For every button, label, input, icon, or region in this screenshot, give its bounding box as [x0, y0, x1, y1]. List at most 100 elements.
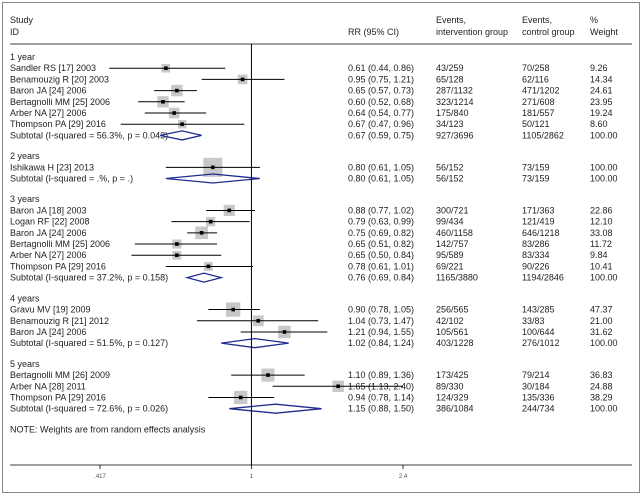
- study-label: Benamouzig R [21] 2012: [10, 316, 109, 326]
- study-label: Baron JA [24] 2006: [10, 228, 87, 238]
- x-tick-label: .417: [94, 474, 106, 480]
- events-control: 50/121: [522, 119, 550, 129]
- events-intervention: 43/259: [436, 63, 464, 73]
- study-label: Arber NA [27] 2006: [10, 108, 87, 118]
- point-estimate: [208, 219, 213, 224]
- weights-note: NOTE: Weights are from random effects an…: [10, 424, 206, 434]
- events-intervention: 69/221: [436, 261, 464, 271]
- rr-ci-text: 0.65 (0.57, 0.73): [348, 86, 414, 96]
- rr-ci-text: 0.65 (0.50, 0.84): [348, 250, 414, 260]
- weight-value: 9.26: [590, 63, 608, 73]
- events-intervention: 1165/3880: [436, 273, 478, 283]
- events-intervention: 460/1158: [436, 228, 473, 238]
- weight-value: 21.00: [590, 316, 613, 326]
- events-control: 143/285: [522, 305, 555, 315]
- study-label: Thompson PA [29] 2016: [10, 392, 106, 402]
- events-control: 90/226: [522, 261, 550, 271]
- subtotal-diamond: [184, 272, 224, 283]
- point-estimate: [175, 253, 179, 258]
- point-estimate: [161, 100, 165, 104]
- study-label: Benamouzig R [20] 2003: [10, 74, 109, 84]
- study-label: Logan RF [22] 2008: [10, 217, 90, 227]
- point-estimate: [164, 66, 168, 70]
- rr-ci-text: 0.80 (0.61, 1.05): [348, 162, 414, 172]
- weight-value: 19.24: [590, 108, 613, 118]
- point-estimate: [206, 264, 211, 269]
- events-control: 100/644: [522, 327, 555, 337]
- weight-value: 100.00: [590, 338, 618, 348]
- header-events-intervention-2: intervention group: [436, 27, 508, 37]
- study-label: Arber NA [28] 2011: [10, 381, 86, 391]
- study-label: Thompson PA [29] 2016: [10, 261, 106, 271]
- rr-ci-text: 0.75 (0.69, 0.82): [348, 228, 414, 238]
- subtotal-label: Subtotal (I-squared = 37.2%, p = 0.158): [10, 273, 168, 283]
- weight-value: 100.00: [590, 404, 618, 414]
- point-estimate: [240, 77, 245, 82]
- point-estimate: [231, 307, 235, 312]
- study-label: Bertagnolli MM [26] 2009: [10, 370, 110, 380]
- rr-ci-text: 1.21 (0.94, 1.55): [348, 327, 414, 337]
- header-events-control-1: Events,: [522, 15, 552, 25]
- study-label: Baron JA [24] 2006: [10, 327, 87, 337]
- rr-ci-text: 1.15 (0.88, 1.50): [348, 404, 414, 414]
- rr-ci-text: 0.90 (0.78, 1.05): [348, 305, 414, 315]
- point-estimate: [256, 318, 261, 323]
- events-intervention: 124/329: [436, 392, 469, 402]
- rr-ci-text: 0.67 (0.59, 0.75): [348, 130, 414, 140]
- rr-ci-text: 0.78 (0.61, 1.01): [348, 261, 414, 271]
- events-control: 79/214: [522, 370, 550, 380]
- rr-ci-text: 1.02 (0.84, 1.24): [348, 338, 414, 348]
- weight-value: 100.00: [590, 273, 618, 283]
- events-intervention: 287/1132: [436, 86, 473, 96]
- point-estimate: [180, 122, 184, 126]
- events-control: 271/608: [522, 97, 555, 107]
- point-estimate: [175, 88, 179, 93]
- weight-value: 47.37: [590, 305, 613, 315]
- events-control: 73/159: [522, 174, 550, 184]
- events-control: 276/1012: [522, 338, 560, 348]
- subtotal-diamond: [159, 130, 202, 141]
- subtotal-diamond: [229, 403, 322, 414]
- point-estimate: [227, 208, 232, 213]
- study-label: Baron JA [18] 2003: [10, 205, 87, 215]
- weight-value: 10.41: [590, 261, 613, 271]
- events-intervention: 403/1228: [436, 338, 474, 348]
- weight-value: 24.88: [590, 381, 613, 391]
- events-intervention: 386/1084: [436, 404, 474, 414]
- events-control: 62/116: [522, 74, 549, 84]
- events-intervention: 56/152: [436, 174, 464, 184]
- point-estimate: [266, 373, 270, 377]
- events-control: 83/334: [522, 250, 550, 260]
- subtotal-label: Subtotal (I-squared = 72.6%, p = 0.026): [10, 404, 168, 414]
- events-control: 471/1202: [522, 86, 560, 96]
- rr-ci-text: 0.95 (0.75, 1.21): [348, 74, 414, 84]
- rr-ci-text: 0.61 (0.44, 0.86): [348, 63, 414, 73]
- study-label: Thompson PA [29] 2016: [10, 119, 106, 129]
- x-axis: .417 1 2.4: [94, 465, 408, 480]
- header-study: Study: [10, 15, 34, 25]
- weight-value: 22.86: [590, 205, 613, 215]
- study-label: Bertagnolli MM [25] 2006: [10, 239, 110, 249]
- events-control: 135/336: [522, 392, 555, 402]
- events-control: 30/184: [522, 381, 550, 391]
- weight-value: 100.00: [590, 174, 618, 184]
- events-intervention: 65/128: [436, 74, 464, 84]
- study-label: Bertagnolli MM [25] 2006: [10, 97, 110, 107]
- subtotal-label: Subtotal (I-squared = 56.3%, p = 0.043): [10, 130, 168, 140]
- events-intervention: 105/561: [436, 327, 469, 337]
- subtotal-diamond: [165, 173, 260, 184]
- header-id: ID: [10, 27, 20, 37]
- header-events-control-2: control group: [522, 27, 575, 37]
- events-intervention: 300/721: [436, 205, 469, 215]
- header-weight-1: %: [590, 15, 598, 25]
- rr-ci-text: 0.80 (0.61, 1.05): [348, 174, 414, 184]
- weight-value: 100.00: [590, 130, 618, 140]
- weight-value: 14.34: [590, 74, 613, 84]
- weight-value: 33.08: [590, 228, 613, 238]
- rr-ci-text: 0.67 (0.47, 0.96): [348, 119, 414, 129]
- group-label: 1 year: [10, 52, 35, 62]
- events-intervention: 89/330: [436, 381, 464, 391]
- events-control: 646/1218: [522, 228, 560, 238]
